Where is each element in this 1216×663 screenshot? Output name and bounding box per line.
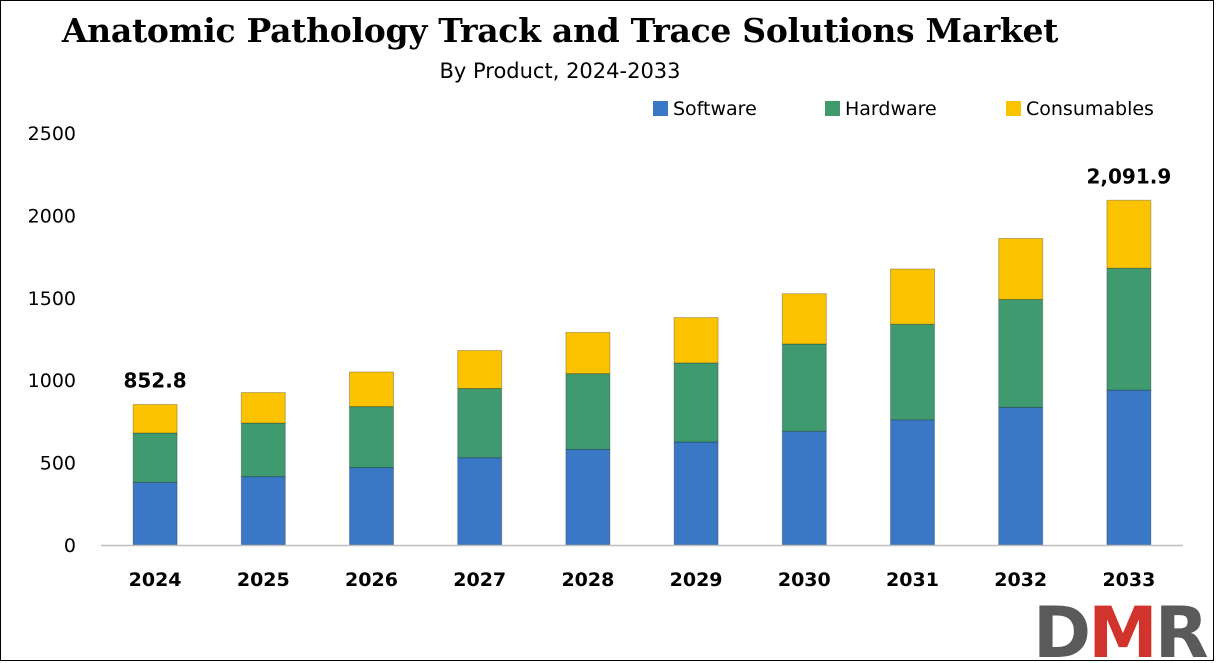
x-tick-label: 2027 xyxy=(453,569,506,591)
dmr-logo: DMR xyxy=(1033,592,1211,662)
chart-subtitle: By Product, 2024-2033 xyxy=(439,59,681,83)
x-tick-label: 2033 xyxy=(1102,569,1155,591)
bar-software-2033 xyxy=(1106,389,1152,546)
bar-software-2027 xyxy=(457,457,503,546)
logo-letter: R xyxy=(1155,592,1208,662)
y-axis-ticks: 0 500 1000 1500 2000 2500 xyxy=(28,123,76,557)
x-tick-label: 2025 xyxy=(237,569,290,591)
legend-swatch-software xyxy=(653,101,668,116)
legend-item-consumables: Consumables xyxy=(1006,98,1154,120)
legend-swatch-hardware xyxy=(825,101,840,116)
bar-software-2024 xyxy=(132,481,178,546)
bar-software-2030 xyxy=(781,430,827,546)
bar-software-2028 xyxy=(565,448,611,546)
bar-hardware-2032 xyxy=(998,298,1044,408)
legend-item-software: Software xyxy=(653,98,757,120)
bar-hardware-2033 xyxy=(1106,267,1152,391)
chart-title: Anatomic Pathology Track and Trace Solut… xyxy=(61,11,1059,50)
y-tick-label: 0 xyxy=(64,535,76,557)
bar-consumables-2032 xyxy=(998,237,1044,300)
data-label-total: 852.8 xyxy=(123,368,186,392)
bar-consumables-2033 xyxy=(1106,199,1152,269)
bar-hardware-2024 xyxy=(132,432,178,483)
bar-hardware-2026 xyxy=(349,406,394,469)
y-tick-label: 1500 xyxy=(28,288,76,310)
y-tick-label: 1000 xyxy=(28,370,76,392)
x-tick-label: 2026 xyxy=(345,569,398,591)
y-tick-label: 2500 xyxy=(28,123,76,145)
annotations-layer: 852.8 2,091.9 xyxy=(123,164,1171,392)
data-label-total: 2,091.9 xyxy=(1087,164,1172,188)
bar-consumables-2030 xyxy=(781,293,827,345)
bar-hardware-2025 xyxy=(240,422,286,478)
legend-swatch-consumables xyxy=(1006,101,1021,116)
bar-consumables-2027 xyxy=(457,350,503,389)
x-axis-ticks: 2024 2025 2026 2027 2028 2029 2030 2031 2032 2033 xyxy=(129,569,1156,591)
bar-consumables-2025 xyxy=(240,392,286,424)
logo-letter: D xyxy=(1033,592,1088,662)
logo-letter: M xyxy=(1088,592,1155,662)
bar-hardware-2030 xyxy=(781,343,827,432)
bar-hardware-2027 xyxy=(457,387,503,459)
bar-software-2032 xyxy=(998,406,1044,546)
legend-label-software: Software xyxy=(673,98,757,120)
x-tick-label: 2029 xyxy=(670,569,723,591)
x-tick-label: 2028 xyxy=(561,569,614,591)
bar-hardware-2031 xyxy=(890,323,935,421)
legend-label-hardware: Hardware xyxy=(845,98,937,120)
x-tick-label: 2024 xyxy=(129,569,182,591)
bar-consumables-2024 xyxy=(132,403,178,434)
bar-hardware-2028 xyxy=(565,373,611,450)
x-tick-label: 2030 xyxy=(778,569,831,591)
y-tick-label: 2000 xyxy=(28,205,76,227)
bar-consumables-2029 xyxy=(673,317,719,364)
bar-software-2025 xyxy=(240,476,286,546)
bar-software-2026 xyxy=(349,467,394,546)
x-tick-label: 2032 xyxy=(994,569,1047,591)
bar-software-2031 xyxy=(890,419,935,546)
bar-hardware-2029 xyxy=(673,362,719,443)
bar-consumables-2026 xyxy=(349,371,394,408)
bar-consumables-2028 xyxy=(565,331,611,375)
x-tick-label: 2031 xyxy=(886,569,939,591)
bar-consumables-2031 xyxy=(890,268,935,325)
legend-item-hardware: Hardware xyxy=(825,98,937,120)
bars-layer xyxy=(132,199,1152,546)
dmr-logo-text: DMR xyxy=(1033,592,1208,662)
y-tick-label: 500 xyxy=(40,453,76,475)
legend-label-consumables: Consumables xyxy=(1026,98,1154,120)
bar-software-2029 xyxy=(673,441,719,546)
